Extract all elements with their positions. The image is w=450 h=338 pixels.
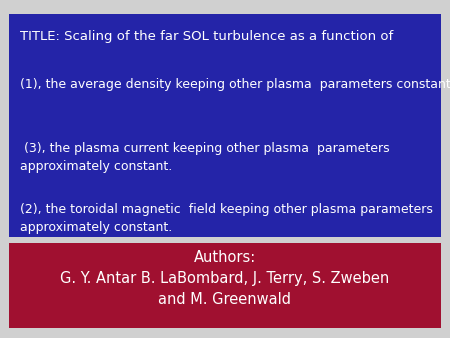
Bar [9,243,441,328]
Bar [9,14,441,237]
Text: TITLE: Scaling of the far SOL turbulence as a function of: TITLE: Scaling of the far SOL turbulence… [20,30,393,43]
Text: Authors:
G. Y. Antar B. LaBombard, J. Terry, S. Zweben
and M. Greenwald: Authors: G. Y. Antar B. LaBombard, J. Te… [60,250,390,307]
Text: (3), the plasma current keeping other plasma  parameters
approximately constant.: (3), the plasma current keeping other pl… [20,142,390,173]
Text: (1), the average density keeping other plasma  parameters constant.: (1), the average density keeping other p… [20,78,450,91]
Text: (2), the toroidal magnetic  field keeping other plasma parameters
approximately : (2), the toroidal magnetic field keeping… [20,203,433,234]
